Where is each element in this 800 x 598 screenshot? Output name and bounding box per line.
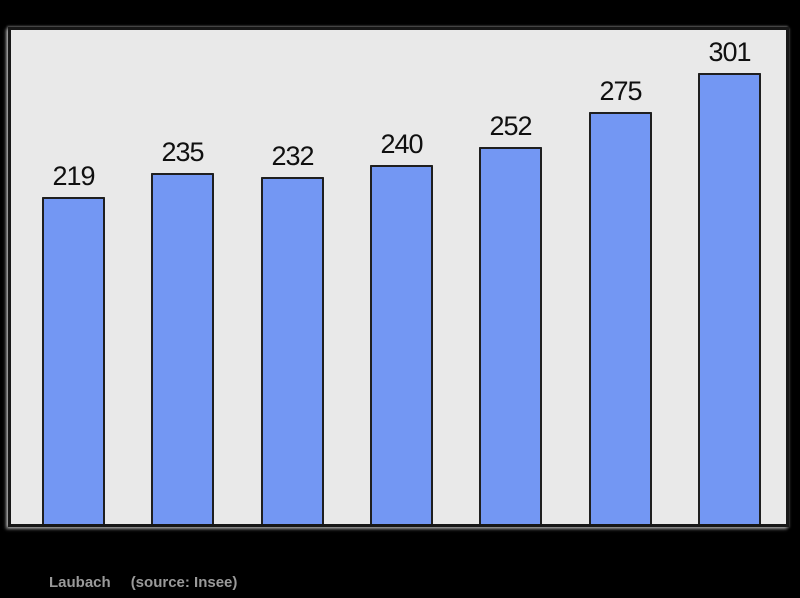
bar-value-label: 240: [380, 129, 423, 159]
chart-frame: 219 235 232 240 252 275 301: [8, 27, 789, 527]
bar-value-label: 275: [599, 76, 642, 106]
bar-value-label: 252: [489, 111, 532, 141]
bar: [42, 197, 105, 524]
bar-value-label: 219: [52, 161, 95, 191]
bar: [698, 73, 761, 524]
bar: [479, 147, 542, 524]
caption-source: (source: Insee): [130, 574, 238, 591]
bar-value-label: 232: [271, 141, 314, 171]
plot-area: 219 235 232 240 252 275 301: [11, 30, 786, 524]
caption-title: Laubach: [49, 574, 111, 591]
bar: [370, 165, 433, 524]
bar: [261, 177, 324, 524]
bar-value-label: 235: [161, 137, 204, 167]
bar: [151, 173, 214, 524]
chart-caption: Laubach (source: Insee): [49, 573, 237, 592]
bar-value-label: 301: [708, 37, 751, 67]
bar: [589, 112, 652, 524]
